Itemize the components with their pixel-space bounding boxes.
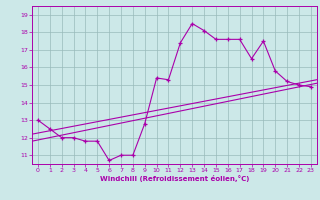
X-axis label: Windchill (Refroidissement éolien,°C): Windchill (Refroidissement éolien,°C) bbox=[100, 175, 249, 182]
